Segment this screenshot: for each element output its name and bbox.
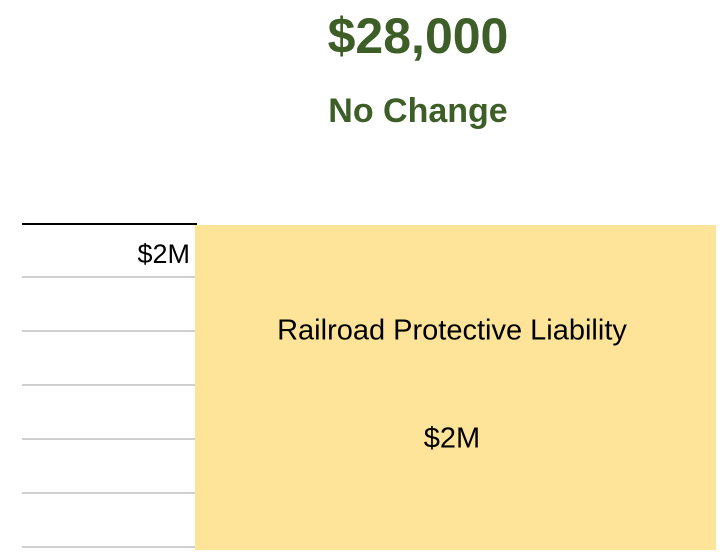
coverage-layer: [195, 225, 716, 550]
layer-name: Railroad Protective Liability: [277, 315, 627, 347]
layer-limit: $2M: [424, 423, 480, 455]
premium-change: No Change: [328, 92, 507, 130]
axis-label: $2M: [137, 239, 190, 269]
premium-amount: $28,000: [328, 8, 509, 64]
